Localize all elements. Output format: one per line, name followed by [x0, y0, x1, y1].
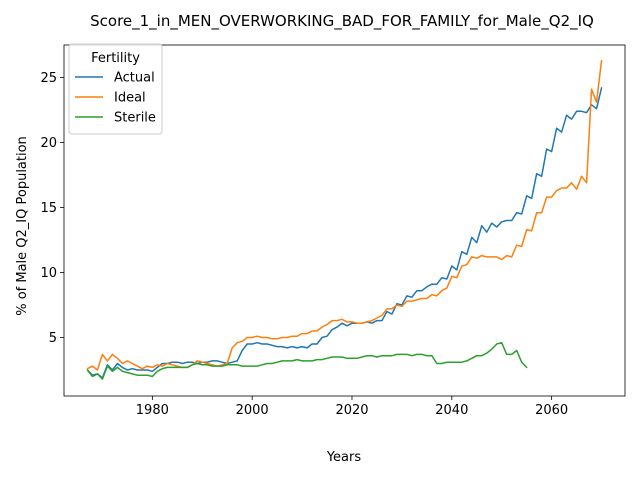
legend-label-actual: Actual [114, 71, 155, 86]
series-line-ideal [86, 59, 603, 371]
y-tick-label: 15 [40, 201, 57, 216]
x-axis-label: Years [326, 450, 362, 465]
x-tick-label: 2020 [335, 403, 368, 418]
plot-area [63, 44, 626, 397]
plot-frame [63, 44, 626, 397]
y-tick-label: 10 [40, 266, 57, 281]
legend-box [68, 43, 163, 135]
x-tick-label: 2040 [435, 403, 468, 418]
series-line-actual [86, 87, 603, 379]
y-axis-label: % of Male Q2_IQ Population [15, 136, 30, 316]
x-axis: 1980 2000 2020 2040 2060 [136, 396, 568, 418]
legend: Fertility Actual Ideal Sterile [68, 43, 163, 135]
x-tick-label: 2060 [535, 403, 568, 418]
legend-label-ideal: Ideal [114, 91, 146, 106]
chart-title: Score_1_in_MEN_OVERWORKING_BAD_FOR_FAMIL… [90, 12, 594, 31]
x-tick-label: 1980 [136, 403, 169, 418]
legend-title: Fertility [91, 51, 140, 66]
x-tick-label: 2000 [236, 403, 269, 418]
y-tick-label: 5 [49, 331, 57, 346]
series-line-sterile [86, 341, 528, 380]
y-axis: 5 10 15 20 25 [40, 71, 64, 346]
y-tick-label: 25 [40, 71, 57, 86]
legend-label-sterile: Sterile [114, 111, 156, 126]
y-tick-label: 20 [40, 136, 57, 151]
